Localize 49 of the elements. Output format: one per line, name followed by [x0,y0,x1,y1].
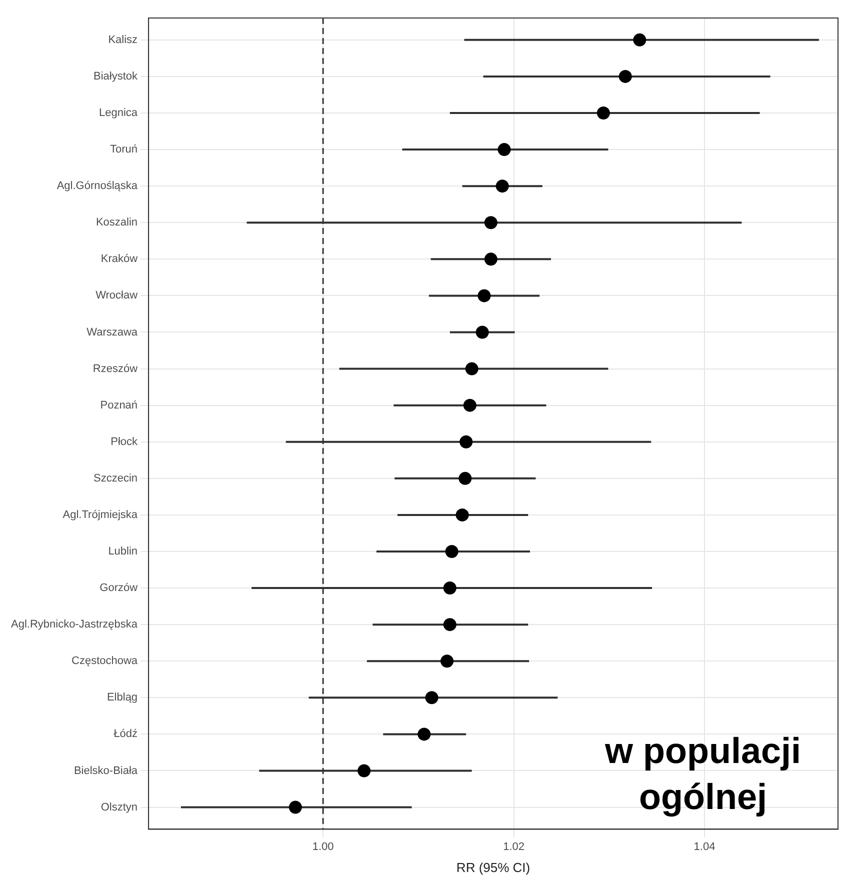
point [496,180,509,193]
y-tick-label: Wrocław [96,290,138,302]
y-tick-label: Białystok [94,70,138,82]
point [633,33,646,46]
point [484,252,498,266]
x-tick-label: 1.02 [503,840,524,853]
point [440,654,454,668]
y-tick-label: Częstochowa [72,655,138,668]
point [456,508,469,522]
x-tick-label: 1.00 [312,840,334,853]
point [458,472,472,485]
point [478,289,491,302]
point [425,691,438,704]
x-axis-title: RR (95% CI) [456,860,530,875]
y-tick-label: Legnica [99,107,138,120]
y-tick-label: Bielsko-Biała [74,764,138,777]
y-tick-label: Łódź [114,728,138,740]
y-tick-label: Agl.Górnośląska [56,180,138,192]
point [498,143,511,156]
y-tick-label: Płock [110,436,138,448]
point [476,326,489,339]
y-tick-label: Warszawa [86,326,138,338]
y-tick-label: Rzeszów [92,362,138,375]
y-tick-label: Kraków [100,253,138,266]
point [443,582,456,595]
y-tick-label: Szczecin [94,472,138,484]
point [445,544,458,558]
point [465,362,478,376]
annotation: w populacji ogólnej [604,729,802,819]
point [463,398,476,412]
point [418,728,431,741]
y-tick-label: Poznań [100,399,138,412]
point [484,216,498,230]
y-tick-label: Agl.Rybnicko-Jastrzębska [10,618,138,631]
y-tick-label: Toruń [110,144,138,156]
y-tick-label: Elbląg [106,692,138,704]
point [443,618,456,632]
y-tick-label: Olsztyn [100,801,138,814]
y-tick-label: Koszalin [96,216,138,229]
point [618,70,632,83]
point [288,800,302,814]
point [596,106,610,120]
y-tick-label: Gorzów [100,582,138,594]
point [460,435,473,448]
y-tick-label: Kalisz [108,34,138,46]
y-tick-label: Agl.Trójmiejska [62,508,138,521]
x-tick-label: 1.04 [694,840,716,853]
point [358,764,371,778]
y-tick-label: Lublin [108,546,138,558]
